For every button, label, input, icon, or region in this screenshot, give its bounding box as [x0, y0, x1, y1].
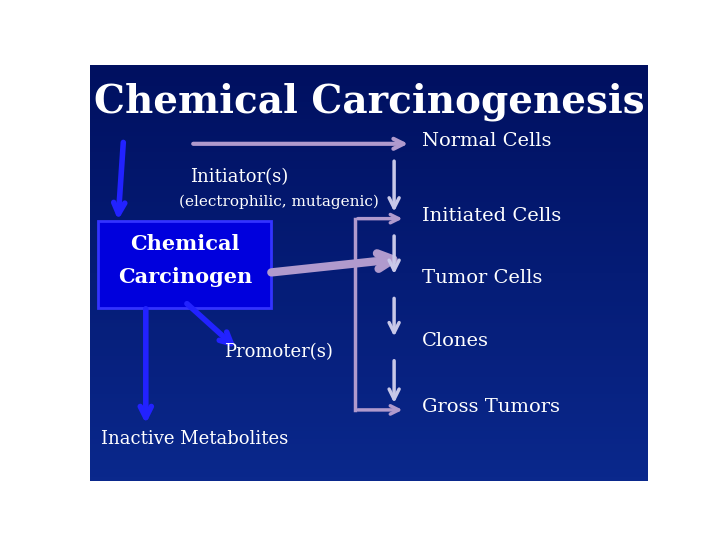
Text: Normal Cells: Normal Cells [422, 132, 552, 150]
Text: Chemical: Chemical [130, 234, 240, 254]
Text: Tumor Cells: Tumor Cells [422, 269, 542, 287]
Text: Inactive Metabolites: Inactive Metabolites [101, 430, 289, 448]
Text: Promoter(s): Promoter(s) [224, 343, 333, 361]
Text: Chemical Carcinogenesis: Chemical Carcinogenesis [94, 83, 644, 122]
Text: Initiator(s): Initiator(s) [190, 168, 289, 186]
Text: Carcinogen: Carcinogen [118, 267, 252, 287]
Text: (electrophilic, mutagenic): (electrophilic, mutagenic) [179, 195, 379, 209]
Text: Initiated Cells: Initiated Cells [422, 207, 562, 225]
Text: Gross Tumors: Gross Tumors [422, 398, 560, 416]
Text: Clones: Clones [422, 332, 489, 349]
FancyBboxPatch shape [99, 221, 271, 308]
